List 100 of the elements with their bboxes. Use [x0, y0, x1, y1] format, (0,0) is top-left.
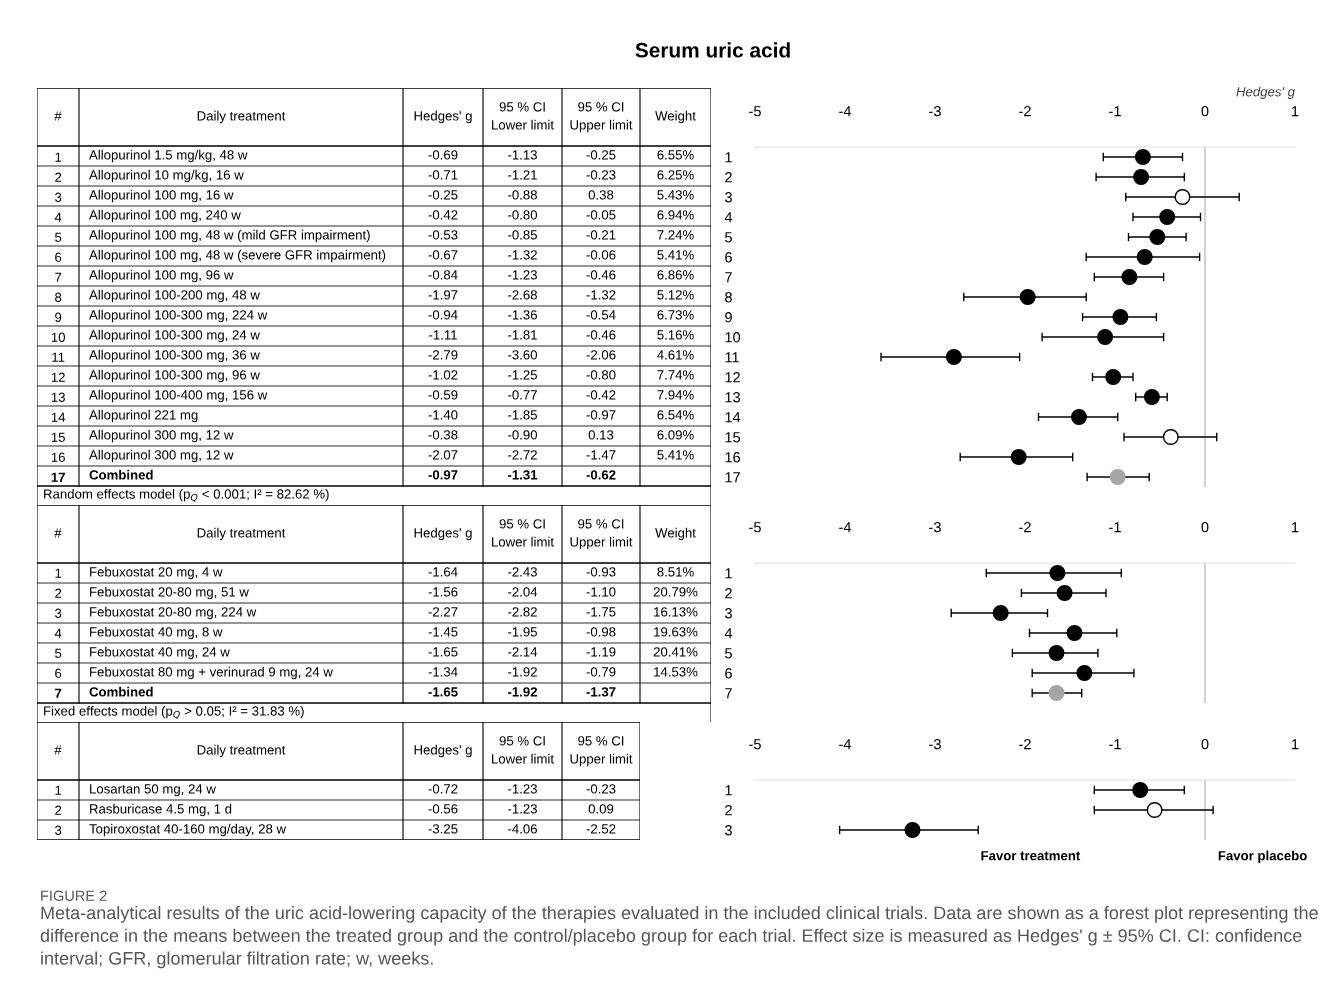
category-label: 1 — [55, 568, 62, 578]
y-tick-label: 8 — [725, 292, 732, 303]
text: -1.45 — [428, 627, 458, 637]
point — [1066, 625, 1083, 641]
point — [1056, 585, 1073, 601]
text: -0.69 — [428, 150, 458, 160]
y-tick-label: 7 — [725, 688, 732, 699]
text: -2.82 — [508, 607, 537, 617]
y-tick-label: 4 — [724, 212, 733, 223]
category-label: Hedges' g — [414, 744, 472, 758]
text: -0.56 — [428, 804, 458, 814]
text: 5.41% — [657, 250, 694, 260]
text: -1.65 — [428, 647, 458, 657]
text: -0.72 — [428, 784, 458, 794]
text: 16.13% — [654, 607, 698, 617]
point — [1071, 409, 1087, 425]
category-label: 10 — [51, 332, 65, 342]
text: -2.72 — [508, 450, 537, 460]
text: -4.06 — [508, 824, 537, 834]
text: Febuxostat 20-80 mg, 224 w — [90, 606, 257, 620]
text: -1.32 — [508, 250, 537, 260]
category-label: 9 — [55, 312, 62, 322]
category-label: 95 % CI Lower limit — [492, 736, 554, 764]
text: -0.53 — [428, 230, 458, 240]
text: -1.23 — [508, 270, 537, 280]
text: -1.36 — [508, 310, 537, 320]
y-tick-label: 1 — [725, 568, 732, 579]
text: Allopurinol 100-200 mg, 48 w — [89, 289, 260, 303]
category-label: 11 — [52, 352, 65, 362]
x-tick-label: 0 — [1201, 106, 1209, 117]
text: -1.21 — [508, 170, 537, 180]
category-label: 2 — [55, 588, 62, 598]
category-label: Daily treatment — [197, 527, 286, 541]
text: -0.62 — [586, 470, 616, 480]
text: Allopurinol 100-400 mg, 156 w — [89, 389, 268, 403]
text: -0.25 — [428, 190, 458, 200]
point — [1133, 169, 1150, 185]
text: Serum uric acid — [635, 42, 790, 58]
y-tick-label: 15 — [725, 432, 741, 443]
x-tick-label: -2 — [1019, 522, 1031, 533]
text: -0.93 — [586, 567, 616, 577]
text: -2.43 — [508, 567, 537, 577]
point — [1121, 269, 1138, 285]
text: -2.04 — [508, 587, 538, 597]
x-tick-label: -3 — [929, 106, 941, 117]
x-tick-label: 1 — [1292, 106, 1299, 117]
y-tick-label: 3 — [725, 825, 732, 836]
text: 0.13 — [588, 430, 614, 440]
point — [1162, 429, 1179, 445]
text: -0.46 — [586, 270, 616, 280]
category-label: 5 — [55, 648, 62, 658]
text: -0.80 — [508, 210, 538, 220]
text: -0.54 — [586, 310, 616, 320]
point — [1105, 369, 1122, 385]
text: -1.97 — [428, 290, 458, 300]
y-tick-label: 11 — [725, 352, 739, 363]
y-tick-label: 3 — [725, 608, 732, 619]
text: 4.61% — [657, 350, 694, 360]
text: -0.42 — [428, 210, 458, 220]
text: -0.98 — [586, 627, 616, 637]
text: -0.06 — [586, 250, 616, 260]
y-tick-label: 7 — [725, 272, 732, 283]
text: -1.40 — [428, 410, 458, 420]
point — [1049, 565, 1066, 581]
text: 0.09 — [588, 804, 614, 814]
x-tick-label: 0 — [1201, 522, 1209, 533]
text: 6.73% — [657, 310, 694, 320]
text: -1.95 — [508, 627, 537, 637]
category-label: Daily treatment — [197, 110, 286, 124]
text: Allopurinol 100-300 mg, 224 w — [89, 309, 268, 323]
text: -1.64 — [428, 567, 458, 577]
point — [1048, 685, 1065, 701]
text: -1.65 — [428, 687, 458, 697]
x-tick-label: -3 — [929, 522, 941, 533]
point — [1097, 329, 1114, 345]
category-label: 15 — [51, 432, 65, 442]
x-tick-label: -4 — [839, 106, 852, 117]
text: Allopurinol 10 mg/kg, 16 w — [89, 169, 244, 183]
text: 19.63% — [654, 627, 698, 637]
text: -1.31 — [507, 470, 538, 480]
category-label: 12 — [55, 785, 62, 815]
text: Allopurinol 1.5 mg/kg, 48 w — [89, 149, 248, 163]
text: 5.41% — [657, 450, 694, 460]
text: Rasburicase 4.5 mg, 1 d — [90, 803, 232, 817]
text: 7.24% — [657, 230, 694, 240]
x-tick-label: -4 — [839, 739, 852, 750]
category-label: 12 — [51, 372, 65, 382]
text: Febuxostat 40 mg, 8 w — [90, 626, 223, 640]
text: -2.27 — [428, 607, 458, 617]
point — [1143, 389, 1160, 405]
category-label: 7 — [55, 272, 62, 282]
category-label: 3 — [55, 825, 62, 835]
text: -0.67 — [428, 250, 458, 260]
text: Combined — [89, 469, 153, 480]
y-tick-label: 4 — [724, 628, 733, 639]
text: -1.19 — [586, 647, 616, 657]
text: -2.14 — [508, 647, 538, 657]
text: Combined — [89, 686, 153, 697]
x-tick-label: -5 — [749, 522, 761, 533]
y-tick-label: 13 — [725, 392, 741, 403]
